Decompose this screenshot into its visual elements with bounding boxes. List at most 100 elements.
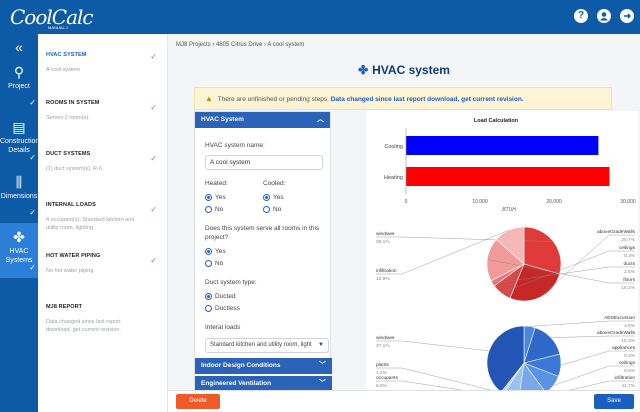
section-header-hvac-system[interactable]: HVAC System ︿ bbox=[195, 112, 330, 128]
radio-checked-icon bbox=[263, 194, 270, 201]
category-label: Heating bbox=[384, 175, 403, 181]
step-title: DUCT SYSTEMS bbox=[46, 151, 91, 157]
step-title: ROOMS IN SYSTEM bbox=[46, 100, 100, 106]
pie-value-label: 18.2% bbox=[621, 285, 635, 291]
pie-value-label: 1.2% bbox=[376, 370, 388, 376]
ductless-radio[interactable]: Ductless bbox=[205, 304, 322, 313]
pie-value-label: 2.5% bbox=[624, 269, 636, 275]
rail-item-hvac-systems[interactable]: ✤ HVAC Systems ✓ bbox=[0, 223, 38, 278]
step-duct-systems[interactable]: DUCT SYSTEMS (1) duct system(s), R-6. ✓ bbox=[38, 136, 167, 187]
radio-label: Ducted bbox=[215, 293, 236, 300]
heated-label: Heated: bbox=[205, 180, 228, 187]
chevron-down-icon: ﹀ bbox=[319, 362, 326, 369]
section-title: Indoor Design Conditions bbox=[201, 362, 281, 369]
left-rail: « ⚲ Project ✓ ▤ Construction Details ✓ ⫼… bbox=[0, 34, 39, 412]
section-header-ventilation[interactable]: Engineered Ventilation ﹀ bbox=[195, 376, 332, 391]
check-icon: ✓ bbox=[150, 154, 157, 163]
radio-label: Yes bbox=[273, 194, 284, 201]
heated-yes-radio[interactable]: Yes bbox=[205, 193, 263, 202]
logo-text: CoolCalc bbox=[10, 5, 94, 29]
pie-value-label: 15.3% bbox=[621, 338, 635, 344]
pie-value-label: 8.3% bbox=[624, 253, 636, 259]
chart-title: Load Calculation bbox=[474, 118, 519, 124]
logout-icon[interactable] bbox=[620, 9, 634, 23]
rail-item-dimensions[interactable]: ⫼ Dimensions ✓ bbox=[0, 168, 38, 223]
leader-line bbox=[492, 266, 610, 284]
chevron-up-icon: ︿ bbox=[317, 116, 324, 123]
system-name-input[interactable]: A cool system bbox=[205, 155, 323, 170]
alert-text: There are unfinished or pending steps. bbox=[217, 96, 329, 103]
user-icon[interactable] bbox=[597, 9, 611, 23]
leader-line bbox=[560, 350, 610, 366]
x-tick-label: 0 bbox=[405, 199, 408, 205]
step-rooms-in-system[interactable]: ROOMS IN SYSTEM Serves 2 room(s). ✓ bbox=[38, 85, 167, 136]
leader-line bbox=[501, 250, 610, 294]
rail-item-construction[interactable]: ▤ Construction Details ✓ bbox=[0, 113, 39, 168]
pie-label: AEDExcursion bbox=[604, 315, 635, 321]
user-glyph bbox=[600, 12, 608, 21]
ducted-radio[interactable]: Ducted bbox=[205, 292, 322, 301]
pie-label: floors bbox=[623, 277, 635, 283]
pie-label: ceilings bbox=[619, 360, 636, 366]
step-hot-water-piping[interactable]: HOT WATER PIPING No hot water piping. ✓ bbox=[38, 238, 167, 289]
steps-panel: HVAC SYSTEM A cool system ✓ ROOMS IN SYS… bbox=[38, 34, 168, 412]
pie-value-label: 8.5% bbox=[624, 368, 636, 374]
serve-all-yes-radio[interactable]: Yes bbox=[205, 247, 322, 256]
pie-value-label: 9.2% bbox=[624, 353, 636, 359]
check-icon: ✓ bbox=[150, 205, 157, 214]
radio-unchecked-icon bbox=[205, 260, 212, 267]
cooled-no-radio[interactable]: No bbox=[263, 205, 321, 214]
radio-unchecked-icon bbox=[205, 305, 212, 312]
rail-item-project[interactable]: ⚲ Project ✓ bbox=[0, 58, 38, 113]
check-icon: ✓ bbox=[29, 98, 36, 107]
pie-label: windows bbox=[376, 231, 395, 237]
help-icon[interactable]: ? bbox=[574, 9, 588, 23]
fan-icon: ✤ bbox=[358, 63, 369, 77]
chevron-down-icon: ﹀ bbox=[319, 380, 326, 387]
pie-value-label: 12.9% bbox=[376, 276, 390, 282]
rail-label: Project bbox=[8, 83, 30, 90]
pie-label: appliances bbox=[612, 345, 636, 351]
cooled-yes-radio[interactable]: Yes bbox=[263, 193, 321, 202]
pie-label: aboveGradeWalls bbox=[597, 229, 636, 235]
radio-checked-icon bbox=[205, 293, 212, 300]
step-title: HVAC SYSTEM bbox=[46, 52, 87, 58]
warning-alert: ▲ There are unfinished or pending steps.… bbox=[194, 87, 612, 110]
check-icon: ✓ bbox=[150, 256, 157, 265]
pie-value-label: 11.7% bbox=[622, 383, 636, 389]
radio-unchecked-icon bbox=[205, 206, 212, 213]
pie-slice-windows bbox=[486, 325, 525, 393]
radio-label: No bbox=[273, 206, 282, 213]
alert-link[interactable]: Data changed since last report download,… bbox=[330, 96, 524, 103]
pie-value-label: 28.1% bbox=[376, 239, 390, 245]
radio-checked-icon bbox=[205, 194, 212, 201]
check-icon: ✓ bbox=[150, 52, 157, 61]
check-icon: ✓ bbox=[29, 208, 36, 217]
location-pin-icon: ⚲ bbox=[13, 64, 25, 80]
heated-no-radio[interactable]: No bbox=[205, 205, 263, 214]
rail-label: Dimensions bbox=[0, 193, 38, 200]
leader-line bbox=[401, 367, 503, 394]
save-button[interactable]: Save bbox=[594, 394, 634, 409]
step-hvac-system[interactable]: HVAC SYSTEM A cool system ✓ bbox=[38, 34, 167, 85]
section-header-indoor-design[interactable]: Indoor Design Conditions ﹀ bbox=[195, 358, 332, 374]
app-logo[interactable]: CoolCalc MANUAL J bbox=[10, 5, 94, 30]
leader-line bbox=[401, 236, 554, 242]
internal-loads-label: Interal loads bbox=[205, 324, 241, 331]
breadcrumb[interactable]: MJ8 Projects › 4805 Citrus Drive › A coo… bbox=[176, 42, 305, 48]
collapse-icon[interactable]: « bbox=[15, 39, 23, 55]
delete-button[interactable]: Delete bbox=[176, 394, 220, 409]
step-desc: (1) duct system(s), R-6. bbox=[46, 166, 104, 172]
logout-glyph bbox=[624, 13, 631, 19]
internal-loads-select[interactable]: Standard kitchen and utility room, light… bbox=[205, 338, 329, 353]
name-label: HVAC system name: bbox=[205, 142, 265, 149]
check-icon: ✓ bbox=[29, 153, 36, 162]
leader-line bbox=[487, 259, 610, 284]
leader-line bbox=[553, 365, 610, 386]
step-internal-loads[interactable]: INTERNAL LOADS 4 occupant(s), Standard k… bbox=[38, 187, 167, 238]
pie-slice-windows bbox=[523, 226, 562, 275]
step-mj8-report[interactable]: MJ8 REPORT Data changed since last repor… bbox=[38, 289, 167, 340]
serve-all-no-radio[interactable]: No bbox=[205, 259, 322, 268]
leader-line bbox=[401, 230, 509, 275]
logo-subtitle: MANUAL J bbox=[48, 25, 68, 30]
